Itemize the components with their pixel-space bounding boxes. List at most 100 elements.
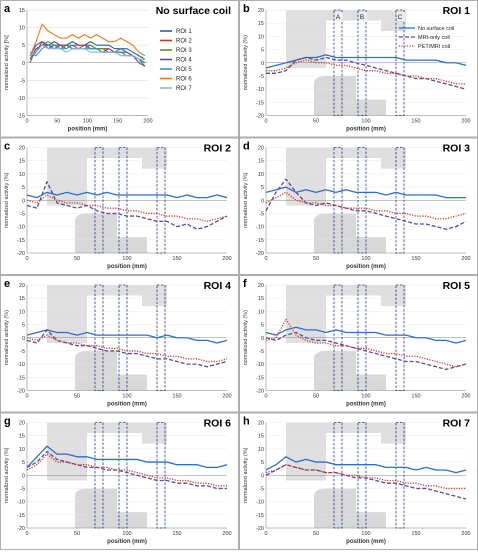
y-tick-label: 10 xyxy=(19,309,25,315)
x-tick-label: 200 xyxy=(461,119,470,125)
y-tick-label: 0 xyxy=(22,198,25,204)
series-line-2 xyxy=(26,181,228,230)
y-tick-label: -10 xyxy=(256,87,264,93)
y-tick-label: 15 xyxy=(19,159,25,165)
region-label: B xyxy=(360,14,364,21)
series-line-1 xyxy=(26,329,228,344)
series-line-3 xyxy=(265,191,467,220)
x-tick-label: 50 xyxy=(54,119,60,125)
coil-shape-lower xyxy=(314,350,386,391)
series-line-1 xyxy=(29,41,146,60)
legend-entry: MRI-only coil xyxy=(418,35,450,41)
x-tick-label: 200 xyxy=(222,394,231,400)
x-tick-label: 150 xyxy=(172,531,181,537)
y-tick-label: -5 xyxy=(20,349,25,355)
panel-border xyxy=(239,137,478,275)
coil-shape-upper xyxy=(47,422,167,481)
x-tick-label: 100 xyxy=(361,531,370,537)
x-axis-label: position (mm) xyxy=(107,539,147,545)
y-tick-label: 5 xyxy=(261,460,264,466)
y-axis-label: normalized activity (%) xyxy=(4,310,10,365)
region-box xyxy=(333,147,343,254)
x-axis-label: position (mm) xyxy=(346,127,386,133)
legend-entry: ROI 1 xyxy=(176,29,192,35)
y-tick-label: -20 xyxy=(17,526,25,532)
y-tick-label: -15 xyxy=(17,375,25,381)
series-line-2 xyxy=(265,178,467,230)
coil-shape-upper xyxy=(286,422,406,481)
y-tick-label: 15 xyxy=(19,434,25,440)
coil-shape-lower xyxy=(75,350,147,391)
y-tick-label: -10 xyxy=(17,500,25,506)
region-box xyxy=(395,9,405,116)
x-tick-label: 150 xyxy=(172,256,181,262)
legend-entry: PET/MRI coil xyxy=(418,44,450,50)
coil-shape-lower xyxy=(314,213,386,253)
x-tick-label: 100 xyxy=(361,256,370,262)
y-tick-label: 20 xyxy=(19,421,25,427)
y-tick-label: -20 xyxy=(256,251,264,257)
y-axis-label: normalized activity (%) xyxy=(243,310,249,365)
y-tick-label: -20 xyxy=(17,389,25,395)
region-box xyxy=(118,284,128,391)
x-tick-label: 100 xyxy=(122,256,131,262)
panel-title: ROI 1 xyxy=(443,5,471,17)
x-axis-label: position (mm) xyxy=(107,402,147,408)
x-tick-label: 150 xyxy=(411,394,420,400)
series-line-2 xyxy=(266,56,467,90)
x-tick-label: 100 xyxy=(122,531,131,537)
y-tick-label: 0 xyxy=(22,336,25,342)
y-tick-label: 15 xyxy=(258,434,264,440)
panel-border xyxy=(0,0,239,138)
region-box xyxy=(118,422,128,529)
y-tick-label: 5 xyxy=(261,48,264,54)
y-tick-label: -5 xyxy=(259,74,264,80)
y-tick-label: -15 xyxy=(256,238,264,244)
y-tick-label: -20 xyxy=(17,251,25,257)
series-line-7 xyxy=(29,44,145,60)
x-tick-label: 100 xyxy=(122,394,131,400)
y-tick-label: -10 xyxy=(17,225,25,231)
coil-shape-lower xyxy=(75,488,147,528)
x-tick-label: 50 xyxy=(74,531,80,537)
x-tick-label: 50 xyxy=(74,394,80,400)
y-tick-label: 0 xyxy=(261,198,264,204)
y-tick-label: 20 xyxy=(258,283,264,289)
x-tick-label: 50 xyxy=(313,531,319,537)
y-tick-label: 20 xyxy=(258,146,264,152)
y-tick-label: 20 xyxy=(258,421,264,427)
y-tick-label: 5 xyxy=(22,323,25,329)
y-tick-label: 5 xyxy=(261,323,264,329)
coil-shape-upper xyxy=(47,147,167,206)
panel-title: ROI 5 xyxy=(443,280,471,292)
y-tick-label: 0 xyxy=(261,336,264,342)
x-tick-label: 50 xyxy=(313,394,319,400)
y-tick-label: 20 xyxy=(258,8,264,14)
x-tick-label: 0 xyxy=(25,119,28,125)
x-tick-label: 200 xyxy=(461,531,470,537)
series-line-2 xyxy=(265,331,467,371)
region-label-bg xyxy=(335,12,343,21)
y-tick-label: -10 xyxy=(256,500,264,506)
y-axis-label: normalized activity (%) xyxy=(4,172,10,227)
panel-title: ROI 7 xyxy=(443,418,471,430)
panel-title: ROI 2 xyxy=(204,143,232,155)
x-tick-label: 50 xyxy=(313,256,319,262)
y-tick-label: 15 xyxy=(258,296,264,302)
region-box xyxy=(156,422,166,529)
region-box xyxy=(357,422,367,529)
legend-entry: ROI 2 xyxy=(176,39,192,45)
y-tick-label: -10 xyxy=(17,362,25,368)
y-tick-label: 10 xyxy=(19,26,25,32)
series-line-6 xyxy=(29,23,146,57)
y-tick-label: -15 xyxy=(256,100,264,106)
y-tick-label: -5 xyxy=(20,78,25,84)
y-tick-label: -5 xyxy=(20,211,25,217)
